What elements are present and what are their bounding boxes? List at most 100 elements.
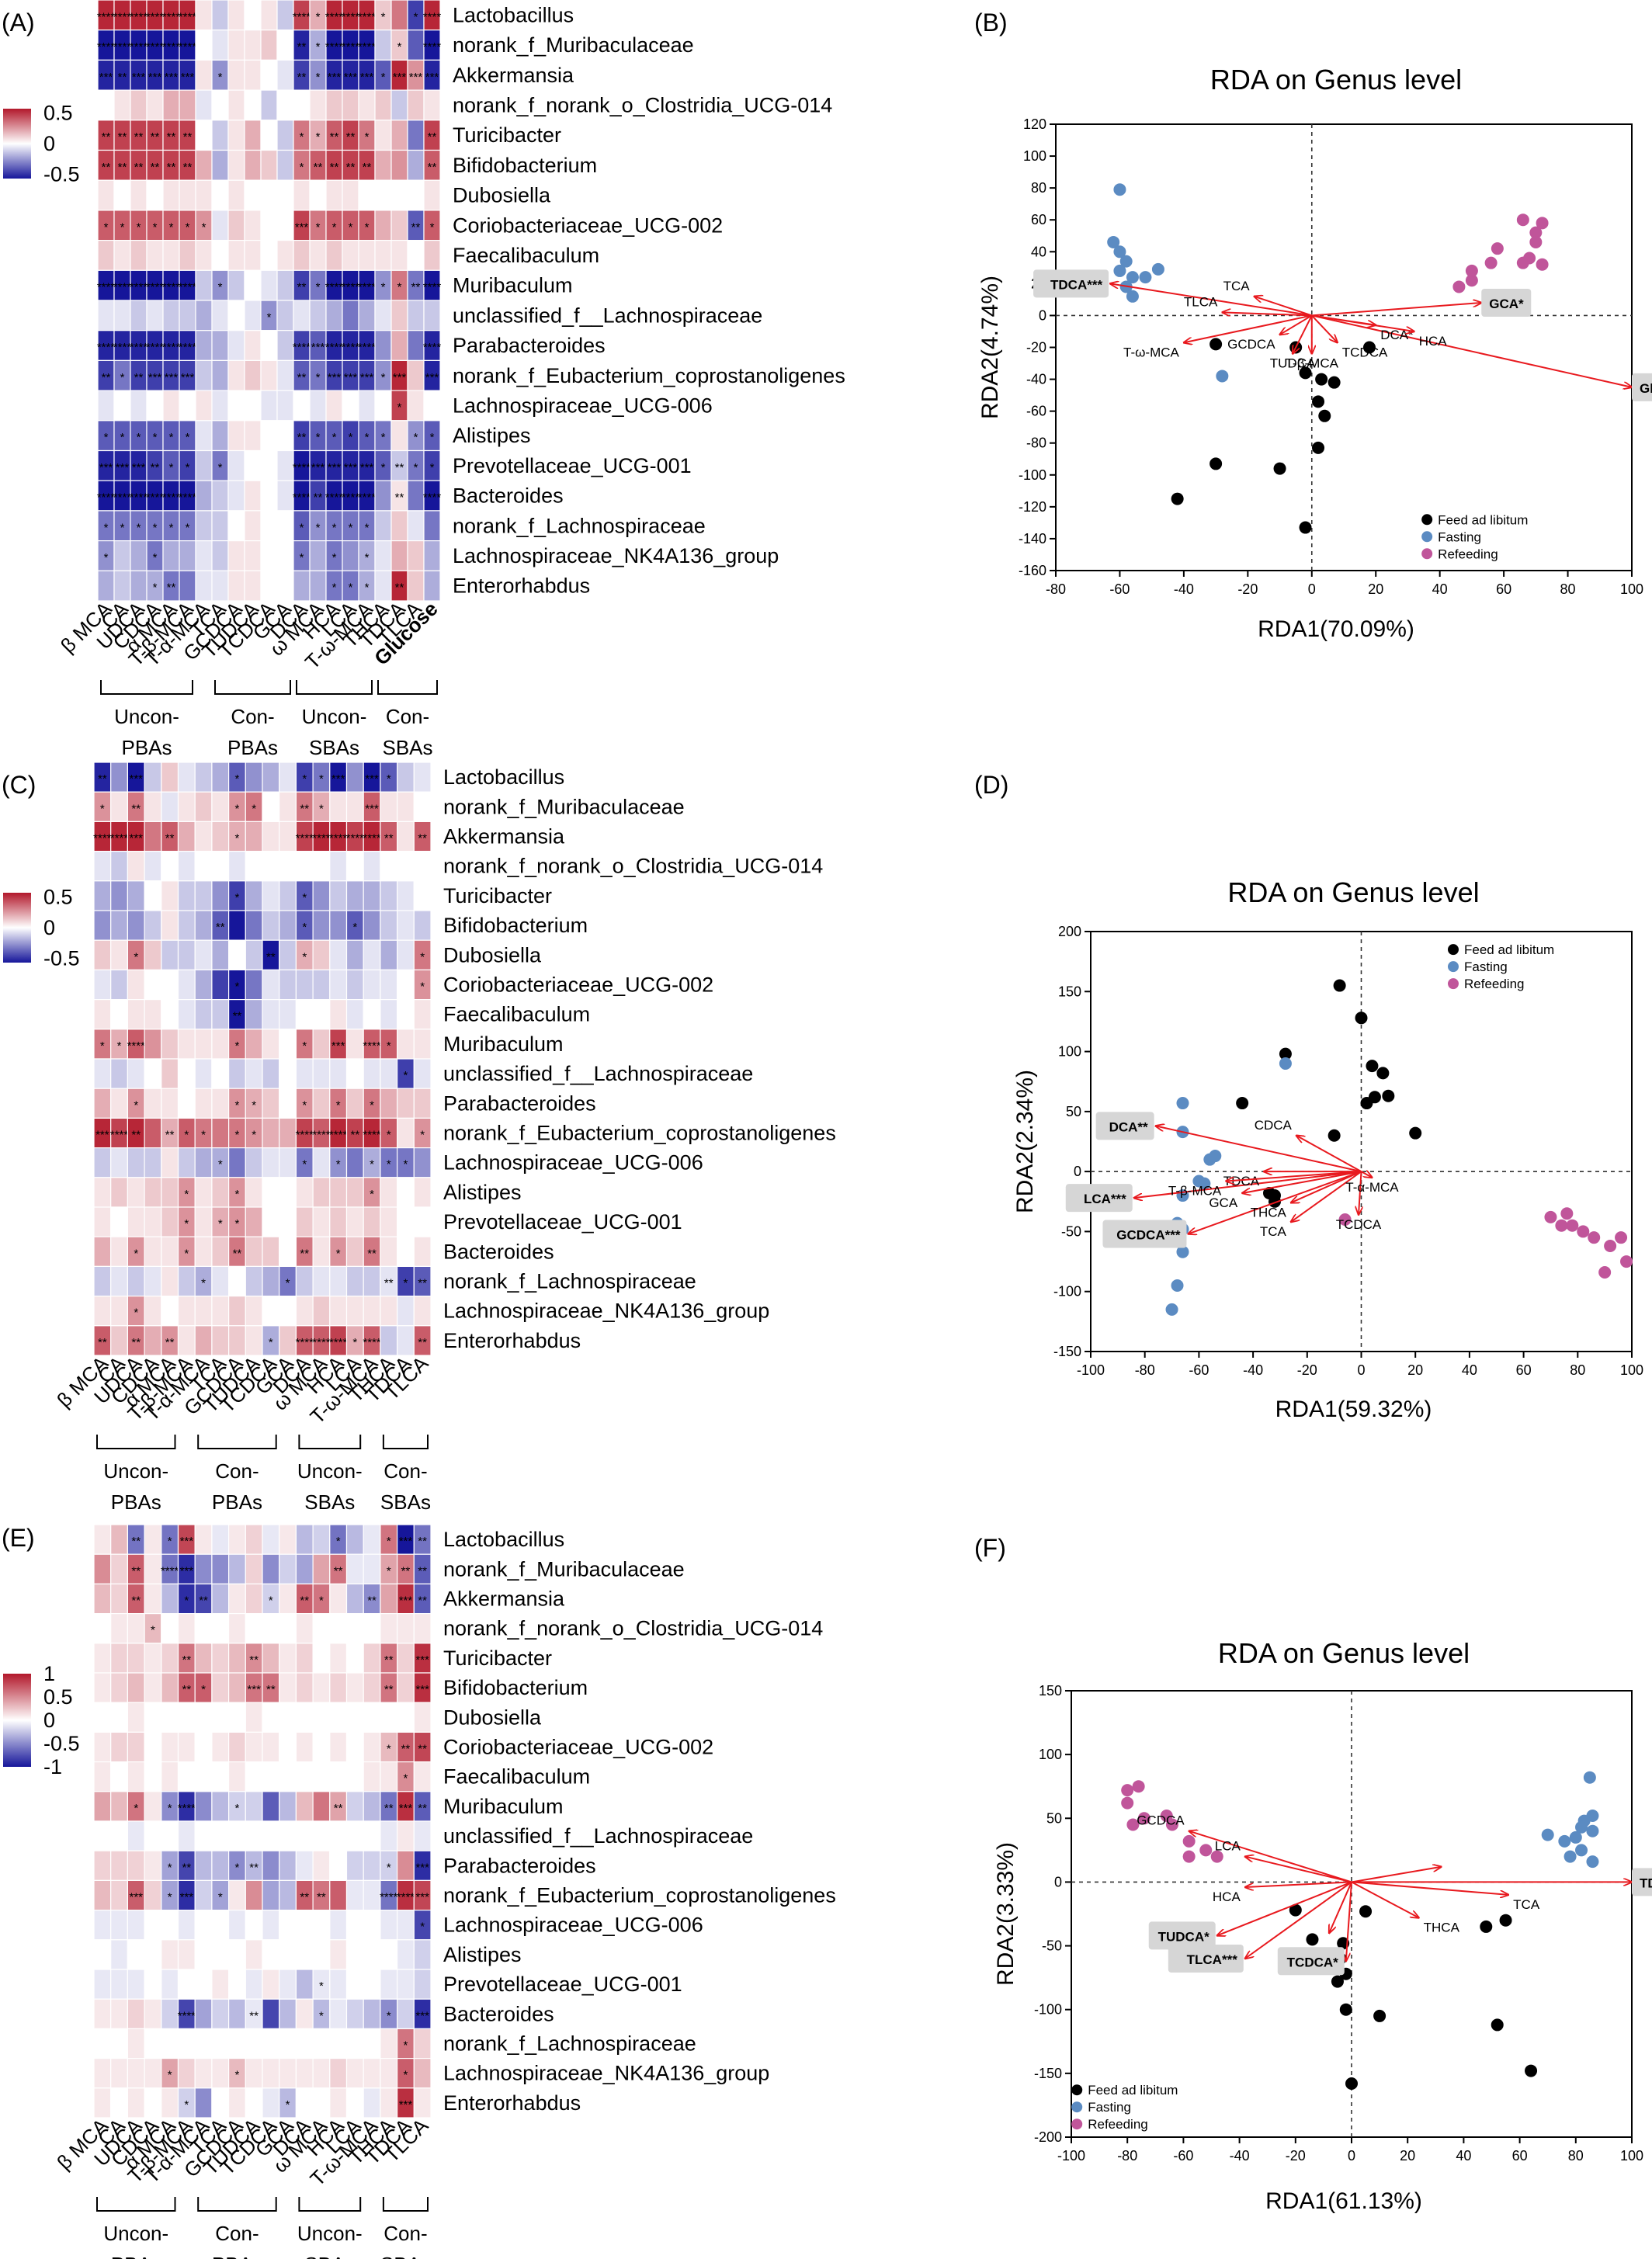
genus-label: Muribaculum [453,274,573,297]
group-label: Con- [386,705,429,728]
significance-star: * [235,1039,240,1053]
significance-star: * [134,950,138,963]
heatmap-cell [194,1524,213,1555]
group-bracket [197,1435,277,1449]
significance-star: **** [130,40,148,54]
significance-star: * [319,1980,324,1993]
heatmap-cell [413,1206,432,1237]
significance-star: *** [365,802,379,815]
significance-star: *** [148,71,162,84]
heatmap-cell [93,1088,112,1119]
heatmap-cell [144,1058,162,1089]
data-point [1192,1175,1206,1188]
heatmap-cell [93,939,112,970]
heatmap-cell [161,762,179,793]
significance-star: * [184,1129,189,1142]
significance-star: * [267,311,272,324]
heatmap-cell [228,1939,246,1970]
heatmap-cell [312,1236,331,1267]
heatmap-cell [374,390,392,422]
heatmap-cell [380,850,398,882]
significance-star: ** [167,130,176,144]
significance-star: ** [102,161,111,174]
heatmap-cell [345,1761,364,1792]
significance-star: * [404,2069,408,2082]
heatmap-cell [397,1236,415,1267]
heatmap-cell [144,1177,162,1208]
x-tick-label: -20 [1237,581,1258,597]
heatmap-cell [345,1236,364,1267]
heatmap-cell [276,570,294,602]
significance-star: * [137,431,141,444]
heatmap-cell [177,1265,196,1297]
heatmap-cell [329,2028,348,2059]
heatmap-cell [127,998,145,1030]
y-tick-label: -160 [1019,563,1046,578]
heatmap-cell [161,2087,179,2118]
heatmap-cell [397,1295,415,1327]
heatmap-cell [345,1702,364,1733]
data-point [1566,1219,1579,1232]
heatmap-cell [110,2058,128,2089]
data-point [1315,373,1328,386]
x-tick-label: 60 [1516,1362,1532,1378]
significance-star: **** [423,281,442,294]
heatmap-cell [363,1613,381,1644]
heatmap-cell [110,1553,128,1584]
heatmap-cell [309,89,327,121]
heatmap-cell [161,1998,179,2029]
significance-star: * [420,980,425,994]
heatmap-cell [397,1029,415,1060]
heatmap-cell [244,210,262,241]
heatmap-cell [177,2028,196,2059]
heatmap-cell [228,1702,246,1733]
significance-star: * [201,1683,206,1696]
significance-star: * [153,551,158,564]
heatmap-cell [413,1820,432,1851]
heatmap-cell [276,359,294,391]
heatmap-cell [363,2058,381,2089]
significance-star: * [302,891,307,904]
significance-star: *** [344,371,358,384]
data-point [1139,271,1152,284]
heatmap-cell [227,120,245,151]
heatmap-cell [279,2028,297,2059]
heatmap-cell [262,1177,280,1208]
group-label: Con- [215,1459,259,1483]
heatmap-cell [161,1583,179,1615]
data-point [1113,264,1126,277]
group-label: PBAs [227,736,278,759]
loading-arrow [1311,314,1632,387]
heatmap-cell [110,1969,128,2000]
heatmap-cell [380,969,398,1001]
colorbar-tick: 0 [43,916,55,939]
significance-star: ** [167,581,176,595]
heatmap-cell [194,2058,213,2089]
significance-star: ** [167,161,176,174]
heatmap-cell [312,1850,331,1881]
heatmap-cell [329,1702,348,1733]
heatmap-cell [228,1998,246,2029]
heatmap-cell [194,1969,213,2000]
group-label: Uncon- [103,2222,168,2245]
heatmap-cell [295,998,314,1030]
genus-label: Dubosiella [453,184,551,207]
heatmap-cell [413,2087,432,2118]
heatmap-cell [407,179,425,211]
significance-star: *** [360,71,374,84]
y-tick-label: 200 [1058,924,1081,939]
heatmap-cell [295,1761,314,1792]
heatmap-cell [423,240,441,271]
heatmap-cell [211,1850,230,1881]
significance-star: **** [113,491,132,505]
heatmap-cell [144,1969,162,2000]
significance-star: * [349,431,353,444]
heatmap-cell [245,2058,263,2089]
heatmap-cell [295,1295,314,1327]
heatmap-cell [380,939,398,970]
heatmap-cell [262,1295,280,1327]
heatmap-cell [97,300,115,331]
rda-plot-d: RDA on Genus level-100 -80 -60 -40 -20 0 20 40 6… [1012,876,1643,1422]
data-point [1328,376,1341,389]
significance-star: **** [113,10,132,23]
